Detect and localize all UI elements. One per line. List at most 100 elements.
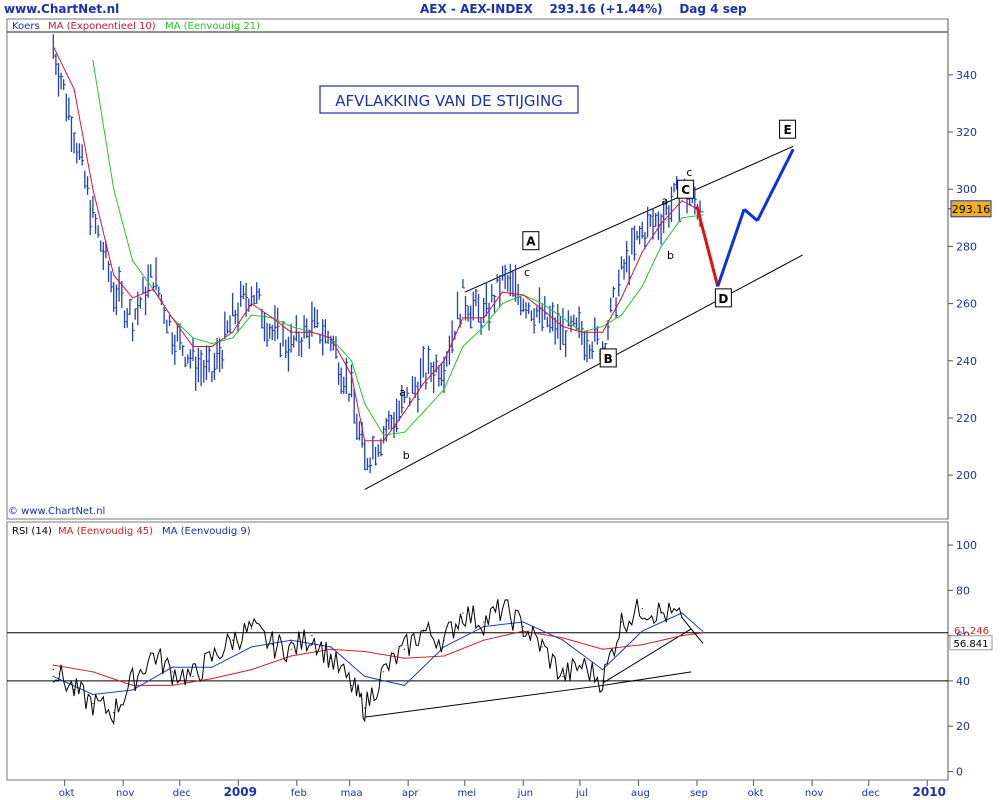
rsi-point [462,612,464,614]
price-legend-item: MA (Exponentieel 10) [48,21,156,32]
ema10-line-point [581,331,583,333]
rsi-ma9-line-point [522,621,524,623]
rsi-point [501,607,504,610]
sma21-line-point [620,314,623,316]
rsi-point [73,689,75,691]
rsi-legend-item: MA (Eenvoudig 45) [58,526,153,537]
ema10-line-point [330,337,332,339]
wave-label: E [783,123,791,137]
chart-header: www.ChartNet.nl AEX - AEX-INDEX 293.16 (… [0,0,1000,20]
ema10-line [52,46,703,442]
sma21-line-point [541,302,543,305]
x-tick-label: nov [805,788,823,799]
ema10-line-point [462,317,464,319]
x-tick-label: okt [59,788,75,799]
rsi-point [403,648,405,650]
rsi-ma45-line-point [171,684,173,687]
sma21-line-point [131,260,134,262]
x-tick-label: sep [690,788,708,799]
rsi-ma9-line-point [330,646,332,648]
sma21-line-point [681,217,683,219]
sma21-line [92,60,703,436]
rsi-point [311,635,313,637]
title-box [319,85,579,114]
wave-label-box [779,119,797,139]
last-price-label: 293.16 [952,203,991,216]
rsi-point [211,657,213,659]
price-y-tick-label: 340 [956,69,977,82]
rsi-point [330,657,332,659]
period-label: Dag [679,2,706,16]
price-y-tick-label: 280 [956,240,977,253]
x-tick-label: maa [341,788,363,799]
x-tick-label: dec [173,788,191,799]
ema10-line-point [364,440,366,442]
projection-up-leg [716,208,746,287]
rsi-point [562,675,564,677]
x-tick-label: feb [291,788,307,799]
date-label: 4 sep [710,2,747,16]
price-y-tick-label: 240 [956,355,977,368]
x-tick-label: jul [575,788,588,799]
rsi-point [131,680,134,682]
ema10-line-point [73,88,75,90]
sma21-line-point [601,325,604,328]
sma21-line-point [562,317,564,319]
projection-down-leg [695,206,720,287]
sma21-line-point [250,314,253,316]
rsi-ma45-line-point [92,671,94,673]
wave-sublabel: b [403,449,410,462]
x-tick-label: apr [402,788,419,799]
rsi-panel-frame [6,521,949,781]
rsi-ma9-line-point [52,675,54,677]
channel-upper-line [464,145,794,293]
rsi-point [620,621,623,623]
wave-sublabel: b [667,249,674,262]
rsi-ma9-line-point [562,639,564,641]
rsi-ma9-line-point [250,646,253,648]
rsi-ma9-line-point [290,639,292,641]
ema10-line-point [383,440,385,442]
rsi-point [601,680,604,682]
wave-label-box [677,179,695,199]
rsi-ma45-line-point [443,655,445,657]
rsi-ma9-line-point [92,693,94,696]
rsi-y-tick-label: 40 [956,675,970,688]
ema10-line-point [311,331,313,333]
rsi-ma9-line-point [211,666,213,668]
rsi-ma45-line-point [290,655,292,657]
price-y-tick-label: 300 [956,183,977,196]
ema10-line-point [192,345,194,348]
rsi-support-line-ext [602,671,692,686]
rsi-ma9-line-point [364,675,366,677]
ema10-line-point [601,331,604,333]
sma21-line-point [92,59,94,62]
rsi-point [641,607,643,610]
rsi-ma45-line-point [702,632,704,634]
rsi-point [250,628,253,630]
ema10-line-point [131,297,134,299]
wave-label-box [714,288,732,308]
x-tick-label: aug [631,788,650,799]
ema10-line-point [501,291,504,293]
site-name[interactable]: www.ChartNet.nl [4,2,120,16]
chart-title: AFVLAKKING VAN DE STIJGING [335,92,563,110]
ema10-line-point [702,211,704,213]
ema10-line-point [152,288,154,290]
rsi-point [383,671,385,673]
rsi-point [422,630,424,632]
x-tick-label: dec [862,788,880,799]
rsi-point [232,639,234,641]
rsi-point [581,664,583,666]
rsi-point [350,684,353,687]
ema10-line-point [171,317,173,319]
rsi-ma45-line-point [562,637,564,639]
wave-sublabel: a [661,195,668,208]
wave-label-box [599,348,617,368]
rsi-ma45-line-point [330,648,332,650]
rsi-ma45-line-point [483,639,485,641]
rsi-point [152,653,154,655]
watermark: © www.ChartNet.nl [8,506,105,517]
rsi-value-tag [949,635,993,651]
